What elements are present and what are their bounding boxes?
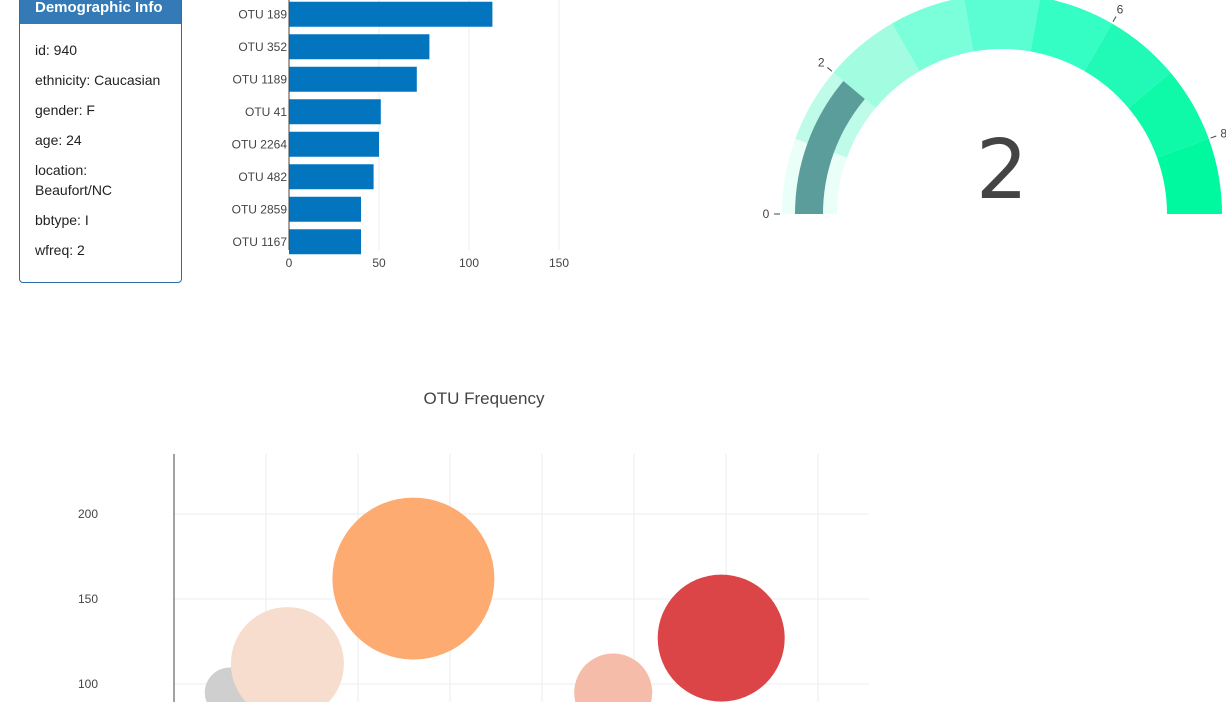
bar-category-label: OTU 41 (245, 105, 287, 119)
bar (289, 99, 381, 125)
gauge-tick (827, 67, 833, 72)
bubble-point (657, 574, 785, 702)
bar-x-tick-label: 50 (372, 256, 386, 270)
bar (289, 34, 430, 60)
bubble-chart-title: OTU Frequency (424, 389, 545, 408)
bubble-point (574, 653, 653, 702)
gauge-tick (1210, 135, 1217, 139)
bar-x-tick-label: 0 (286, 256, 293, 270)
bubble-y-tick-label: 150 (78, 592, 98, 606)
bar-category-label: OTU 1167 (233, 235, 288, 249)
bar-category-label: OTU 1189 (233, 72, 288, 86)
demo-age: age: 24 (35, 132, 82, 148)
bar (289, 131, 379, 157)
bar (289, 1, 493, 27)
bubble-point (230, 607, 344, 702)
bar (289, 229, 361, 255)
bubble-y-tick-label: 100 (78, 677, 98, 691)
bar-category-label: OTU 2264 (232, 137, 288, 151)
bubble-point (332, 497, 495, 660)
bar-x-tick-label: 150 (549, 256, 569, 270)
demo-id: id: 940 (35, 42, 78, 58)
demo-gender: gender: F (35, 102, 95, 118)
demo-location: location: Beaufort/NC (35, 162, 113, 198)
demo-bbtype: bbtype: I (35, 212, 89, 228)
bar-category-label: OTU 189 (238, 7, 287, 21)
bubble-y-tick-label: 200 (78, 507, 98, 521)
bar-category-label: OTU 2859 (232, 202, 288, 216)
demo-wfreq: wfreq: 2 (35, 242, 85, 258)
bar-category-label: OTU 482 (238, 170, 287, 184)
gauge-tick-label: 6 (1117, 3, 1124, 17)
gauge-value-number: 2 (976, 123, 1028, 218)
gauge-tick-label: 8 (1220, 126, 1226, 140)
gauge-tick-label: 0 (763, 207, 770, 221)
bar (289, 164, 374, 190)
gauge-tick-label: 2 (818, 55, 825, 69)
bar (289, 66, 417, 92)
bar-category-label: OTU 352 (238, 40, 287, 54)
gauge-step (1157, 138, 1222, 214)
gauge-step (892, 0, 974, 72)
panel-body: id: 940 ethnicity: Caucasian gender: F a… (20, 24, 181, 260)
gauge-step (964, 0, 1040, 52)
gauge-step (1030, 0, 1112, 72)
demo-ethnicity: ethnicity: Caucasian (35, 72, 161, 88)
gauge-step (1128, 72, 1209, 158)
panel-heading: Demographic Info (20, 0, 181, 24)
gauge-step (1084, 23, 1171, 108)
bar (289, 196, 361, 222)
gauge-value-bar (795, 80, 865, 214)
bar-x-tick-label: 100 (459, 256, 479, 270)
gauge-step (833, 23, 920, 108)
gauge-tick (1112, 16, 1117, 22)
demographic-info-panel: Demographic Info id: 940 ethnicity: Cauc… (19, 0, 182, 283)
